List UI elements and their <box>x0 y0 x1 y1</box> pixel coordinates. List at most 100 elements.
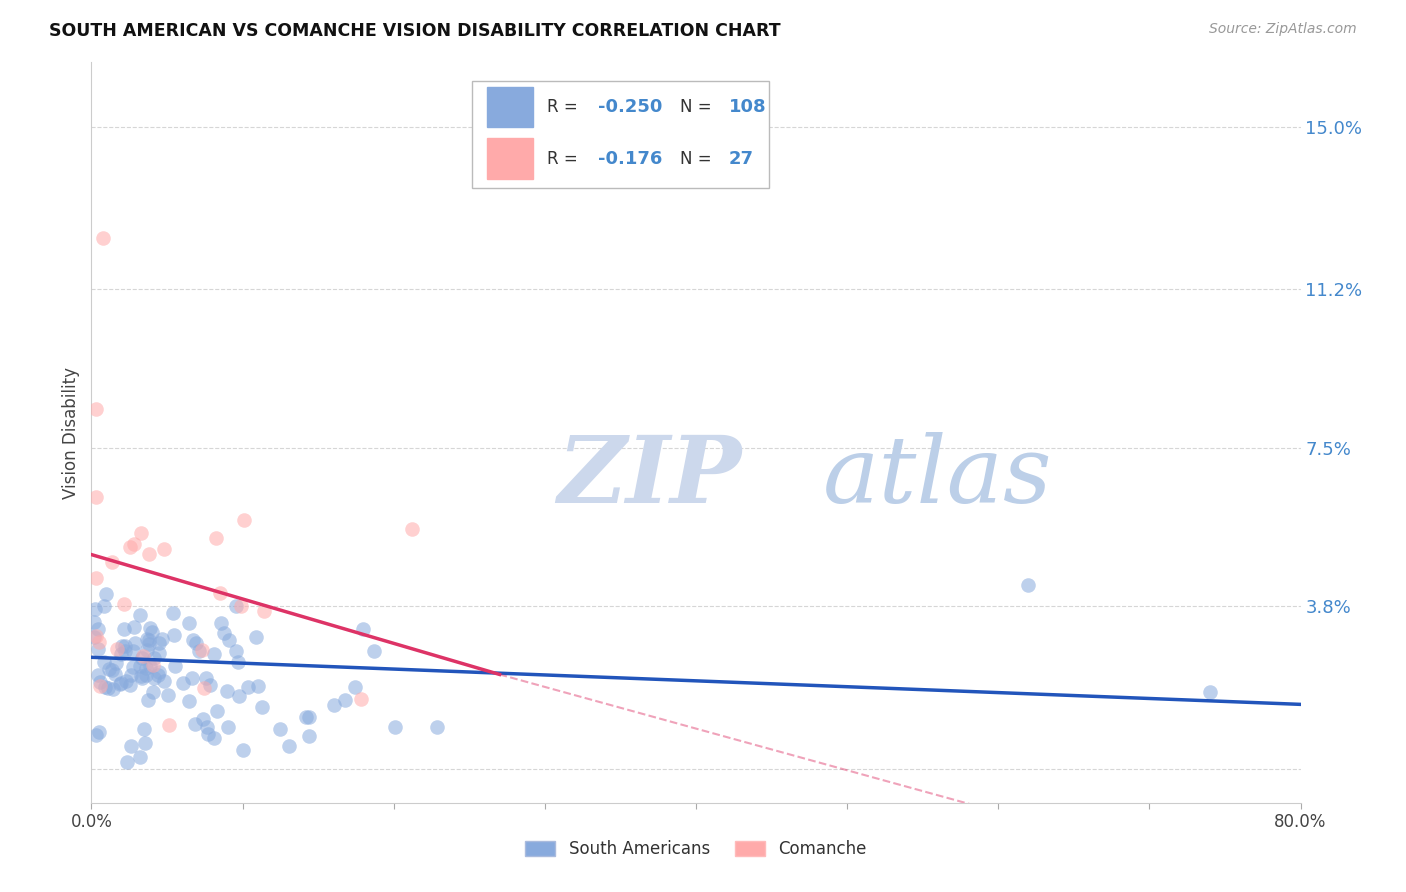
Point <box>352 622 374 636</box>
Text: R =: R = <box>547 98 583 116</box>
Point <box>226 656 249 670</box>
Text: N =: N = <box>681 150 717 168</box>
Point <box>207 704 229 718</box>
Point <box>129 669 152 683</box>
Point <box>89 679 111 693</box>
Point <box>93 231 115 245</box>
Point <box>93 656 115 670</box>
Point <box>93 599 115 613</box>
Point <box>139 659 162 673</box>
Point <box>202 731 225 745</box>
Point <box>245 630 267 644</box>
Point <box>122 620 145 634</box>
Point <box>83 631 105 645</box>
Point <box>143 651 166 665</box>
Point <box>135 668 157 682</box>
Point <box>218 632 240 647</box>
Point <box>193 681 215 695</box>
Point <box>131 651 153 665</box>
Point <box>323 698 346 712</box>
FancyBboxPatch shape <box>472 81 769 188</box>
Point <box>97 681 120 696</box>
Point <box>118 678 141 692</box>
Text: 27: 27 <box>728 150 754 168</box>
Text: Source: ZipAtlas.com: Source: ZipAtlas.com <box>1209 22 1357 37</box>
Point <box>177 615 200 630</box>
Point <box>148 636 170 650</box>
Text: N =: N = <box>681 98 717 116</box>
Point <box>86 728 108 742</box>
Point <box>202 648 225 662</box>
Point <box>253 604 276 618</box>
Point <box>143 671 166 685</box>
Point <box>114 639 136 653</box>
Point <box>124 636 146 650</box>
Text: -0.250: -0.250 <box>598 98 662 116</box>
Point <box>121 644 143 658</box>
Point <box>112 622 135 636</box>
Point <box>190 643 212 657</box>
Point <box>138 636 160 650</box>
Point <box>105 641 128 656</box>
Point <box>94 587 117 601</box>
Point <box>135 661 157 675</box>
Text: ZIP: ZIP <box>557 432 741 522</box>
Point <box>209 615 232 630</box>
Point <box>111 640 134 654</box>
Point <box>104 656 127 670</box>
Point <box>172 675 194 690</box>
Point <box>225 644 247 658</box>
Point <box>129 659 152 673</box>
Point <box>232 512 254 526</box>
Point <box>195 720 218 734</box>
Point <box>101 555 124 569</box>
Point <box>108 677 131 691</box>
Point <box>142 685 165 699</box>
Text: -0.176: -0.176 <box>598 150 662 168</box>
Point <box>298 710 321 724</box>
Text: 108: 108 <box>728 98 766 116</box>
Point <box>129 749 152 764</box>
Point <box>87 641 110 656</box>
Point <box>148 668 170 682</box>
Point <box>115 756 138 770</box>
Point <box>101 663 124 677</box>
Point <box>114 644 136 658</box>
Point <box>110 676 132 690</box>
Point <box>141 624 163 639</box>
Point <box>205 532 228 546</box>
Point <box>157 718 180 732</box>
Point <box>131 672 153 686</box>
Point <box>183 716 205 731</box>
Point <box>120 739 142 753</box>
Point <box>98 662 121 676</box>
Point <box>212 626 235 640</box>
FancyBboxPatch shape <box>486 138 533 179</box>
Point <box>136 632 159 647</box>
Point <box>138 547 160 561</box>
Point <box>86 668 108 682</box>
Point <box>131 525 153 540</box>
Point <box>163 628 186 642</box>
Point <box>134 736 156 750</box>
Point <box>142 657 165 672</box>
Point <box>138 633 160 648</box>
Point <box>132 722 155 736</box>
Point <box>295 710 318 724</box>
Point <box>247 680 270 694</box>
Point <box>118 540 141 554</box>
Point <box>101 682 124 697</box>
Point <box>197 727 219 741</box>
Point <box>114 673 136 688</box>
Point <box>228 690 250 704</box>
Point <box>157 688 180 702</box>
Point <box>401 522 423 536</box>
Point <box>184 636 207 650</box>
Point <box>104 667 127 681</box>
Point <box>188 644 211 658</box>
Point <box>84 490 107 504</box>
Point <box>163 659 186 673</box>
Point <box>84 602 107 616</box>
Point <box>132 649 155 664</box>
Point <box>193 712 215 726</box>
